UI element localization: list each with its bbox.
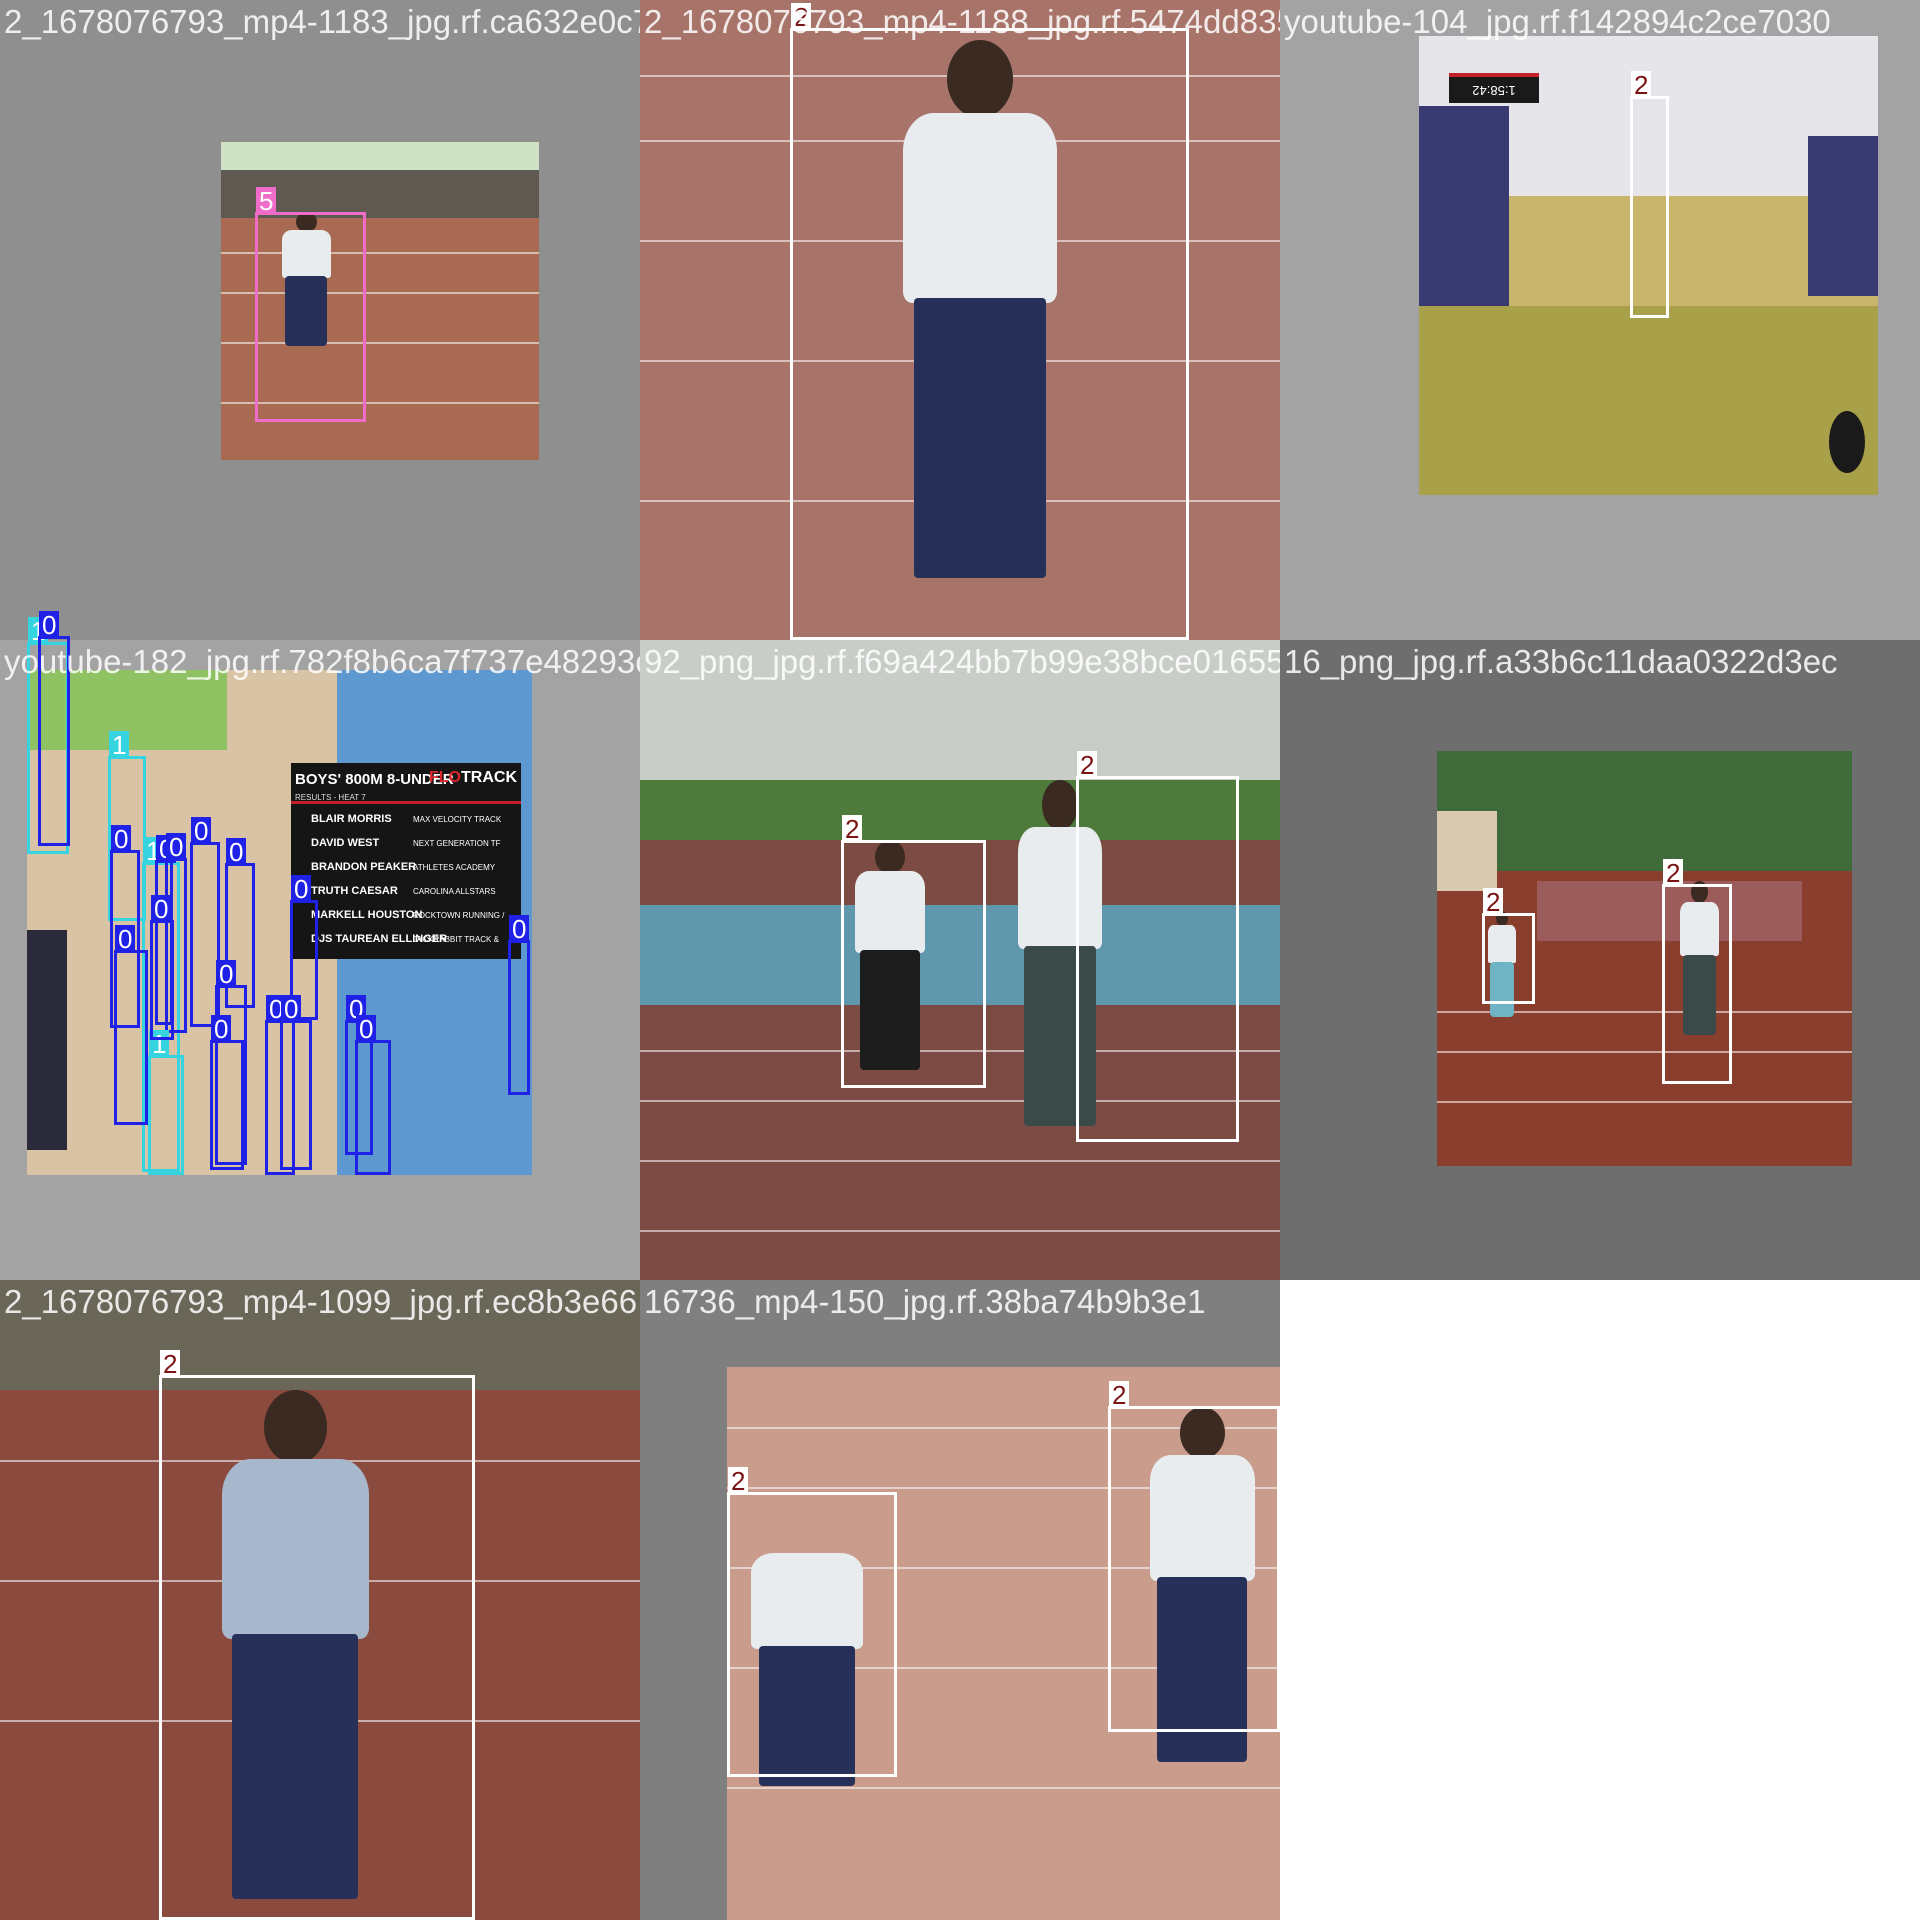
detection-box: 0: [508, 915, 530, 1095]
class-label: 2: [791, 3, 812, 31]
detection-box: 0: [114, 925, 148, 1125]
scoreboard-brand: FLOTRACK: [429, 769, 517, 786]
detection-box: 5: [255, 187, 366, 422]
class-label: 0: [356, 1015, 377, 1043]
detection-box: 0: [165, 833, 187, 1033]
detection-box: 0: [215, 960, 247, 1165]
empty-cell: [1280, 1280, 1920, 1920]
track-photo: [640, 640, 1280, 1280]
detection-box: 0: [280, 995, 312, 1170]
class-label: 0: [216, 960, 237, 988]
class-label: 2: [1077, 751, 1098, 779]
detection-box: 2: [841, 815, 986, 1088]
class-label: 0: [111, 825, 132, 853]
scoreboard-subheading: RESULTS - HEAT 7: [295, 793, 366, 802]
detection-box: 0: [150, 895, 174, 1040]
class-label: 0: [39, 611, 60, 639]
detection-box: 0: [38, 611, 70, 846]
tile-6: 2 2_1678076793_mp4-1099_jpg.rf.ec8b3e66: [0, 1280, 640, 1920]
detection-box: 2: [1662, 859, 1732, 1084]
detection-box: 2: [727, 1467, 897, 1777]
tile-5: 2 2 16_png_jpg.rf.a33b6c11daa0322d3ec: [1280, 640, 1920, 1280]
detection-box: 0: [210, 1015, 244, 1170]
badge-logo: [1829, 411, 1865, 473]
detection-box: 0: [355, 1015, 391, 1175]
detection-box: 0: [290, 875, 318, 1020]
scoreboard-heading: BOYS' 800M 8-UNDER: [295, 771, 454, 788]
class-label: 0: [226, 838, 247, 866]
results-scoreboard: BOYS' 800M 8-UNDER FLOTRACK RESULTS - HE…: [291, 763, 521, 959]
detection-box: 2: [790, 3, 1189, 640]
class-label: 0: [509, 915, 530, 943]
class-label: 2: [842, 815, 863, 843]
detection-box: 2: [159, 1350, 475, 1920]
image-filename: 2_1678076793_mp4-1183_jpg.rf.ca632e0c786: [4, 3, 640, 40]
class-label: 1: [109, 731, 130, 759]
scoreboard-row: DJS TAUREAN ELLINGER JACKRABBIT TRACK &: [311, 933, 499, 945]
class-label: 5: [256, 187, 277, 215]
image-filename: 92_png_jpg.rf.f69a424bb7b99e38bce0165574: [644, 643, 1280, 680]
class-label: 2: [160, 1350, 181, 1378]
detection-box: 2: [1076, 751, 1239, 1142]
class-label: 2: [1663, 859, 1684, 887]
class-label: 0: [115, 925, 136, 953]
tile-4: 2 2 92_png_jpg.rf.f69a424bb7b99e38bce016…: [640, 640, 1280, 1280]
detection-box: 0: [110, 825, 140, 1028]
tile-1: 2 2_1678076793_mp4-1188_jpg.rf.5474dd835…: [640, 0, 1280, 640]
class-label: 2: [1109, 1381, 1130, 1409]
scoreboard-row: DAVID WEST NEXT GENERATION TF: [311, 837, 501, 849]
class-label: 2: [1631, 71, 1652, 99]
class-label: 0: [211, 1015, 232, 1043]
image-filename: 2_1678076793_mp4-1099_jpg.rf.ec8b3e66: [4, 1283, 638, 1320]
class-label: 0: [281, 995, 302, 1023]
track-photo: [640, 0, 1280, 640]
class-label: 0: [166, 833, 187, 861]
scoreboard-row: BRANDON PEAKER ATHLETES ACADEMY: [311, 861, 496, 873]
detection-box: 0: [190, 817, 220, 1027]
tile-7: 2 2 16736_mp4-150_jpg.rf.38ba74b9b3e1: [640, 1280, 1280, 1920]
tile-2: 1:58:42 youtube-104_jpg.rf.f142894c2ce70…: [1280, 0, 1920, 640]
class-label: 2: [728, 1467, 749, 1495]
timer-text: 1:58:42: [1472, 83, 1516, 98]
stadium-photo: 1:58:42: [1419, 36, 1878, 495]
image-filename: 16736_mp4-150_jpg.rf.38ba74b9b3e1: [644, 1283, 1206, 1320]
image-filename: youtube-104_jpg.rf.f142894c2ce7030: [1284, 3, 1831, 40]
image-filename: youtube-182_jpg.rf.782f8b6ca7f737e48293c: [4, 643, 640, 680]
track-photo: [221, 142, 539, 460]
tile-3-detections: 10110000000000000010: [0, 611, 640, 1280]
image-filename: 2_1678076793_mp4-1188_jpg.rf.5474dd8356: [644, 3, 1280, 40]
class-label: 0: [291, 875, 312, 903]
detection-box: 2: [1108, 1381, 1280, 1732]
scoreboard-row: BLAIR MORRIS MAX VELOCITY TRACK: [311, 813, 502, 825]
class-label: 0: [151, 895, 172, 923]
detection-box: 0: [225, 838, 255, 1008]
timer-overlay: 1:58:42: [1449, 73, 1539, 103]
image-filename: 16_png_jpg.rf.a33b6c11daa0322d3ec: [1284, 643, 1838, 680]
detection-box: 1: [148, 1030, 184, 1175]
scoreboard-row: TRUTH CAESAR CAROLINA ALLSTARS: [311, 885, 496, 897]
track-photo: [1437, 751, 1852, 1166]
detection-box: 2: [1630, 71, 1669, 318]
class-label: 0: [191, 817, 212, 845]
detection-box: 2: [1482, 888, 1535, 1004]
scoreboard-row: MARKELL HOUSTON ROCKTOWN RUNNING /: [311, 909, 505, 921]
class-label: 2: [1483, 888, 1504, 916]
track-photo: [0, 1280, 640, 1920]
tile-0: 5 2_1678076793_mp4-1183_jpg.rf.ca632e0c7…: [0, 0, 640, 640]
